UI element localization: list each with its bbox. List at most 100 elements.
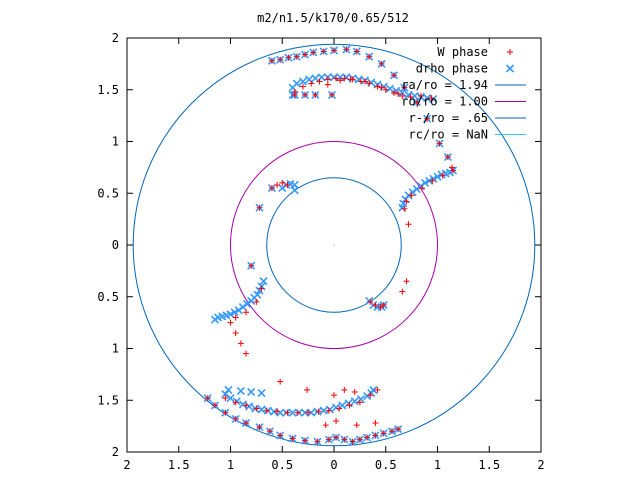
data-point — [403, 198, 410, 205]
data-point — [307, 408, 316, 417]
legend-label: W phase — [437, 45, 488, 59]
y-tick-label: 1 — [112, 135, 119, 149]
data-point — [417, 92, 424, 99]
data-point — [378, 60, 385, 67]
data-point — [305, 409, 312, 416]
data-point — [238, 400, 247, 409]
data-point — [399, 288, 406, 295]
data-point — [437, 170, 446, 179]
data-point — [366, 80, 373, 87]
data-point — [292, 79, 301, 88]
data-point — [343, 46, 350, 53]
data-point — [243, 309, 250, 316]
data-point — [331, 47, 337, 54]
data-point — [232, 329, 239, 336]
data-point — [302, 437, 309, 444]
data-point — [408, 192, 415, 199]
data-point — [284, 409, 291, 416]
y-tick-label: 1 — [112, 342, 119, 356]
data-point — [341, 386, 348, 393]
legend-label: r-/ro = .65 — [409, 111, 488, 125]
x-tick-label: 1 — [434, 458, 441, 472]
chart-title: m2/n1.5/k170/0.65/512 — [257, 11, 409, 25]
data-point — [353, 48, 360, 55]
data-point — [444, 154, 451, 161]
data-point — [257, 405, 266, 414]
data-point — [253, 405, 260, 412]
data-point — [299, 83, 306, 90]
data-point — [364, 434, 371, 441]
data-point — [291, 91, 298, 98]
x-tick-label: 0 — [330, 458, 337, 472]
data-point — [349, 438, 356, 445]
y-tick-label: 0 — [112, 238, 119, 252]
data-point — [369, 385, 378, 394]
data-point — [257, 388, 266, 398]
x-tick-label: 0.5 — [375, 458, 397, 472]
data-point — [224, 385, 233, 394]
data-point — [325, 407, 332, 414]
data-point — [374, 386, 381, 393]
data-point — [284, 181, 291, 188]
y-tick-label: 2 — [112, 31, 119, 45]
y-tick-label: 0.5 — [97, 186, 119, 200]
data-point — [289, 435, 296, 442]
data-point — [227, 319, 234, 326]
data-point — [346, 402, 353, 409]
y-tick-label: 1.5 — [97, 393, 119, 407]
data-point — [353, 422, 360, 429]
data-point — [372, 432, 379, 439]
y-tick-label: 0.5 — [97, 290, 119, 304]
data-point — [322, 422, 329, 429]
data-point — [274, 181, 281, 188]
data-point — [232, 314, 239, 321]
data-point — [391, 72, 398, 79]
data-point — [302, 51, 309, 58]
data-point — [378, 84, 385, 91]
data-point — [367, 298, 374, 305]
circles-layer — [132, 43, 536, 447]
data-point — [222, 395, 229, 402]
data-point — [380, 302, 387, 309]
data-point — [243, 402, 250, 409]
data-point — [232, 415, 239, 422]
data-point — [230, 308, 239, 317]
legend-label: ra/ro = 1.94 — [401, 78, 488, 92]
data-point — [269, 407, 279, 416]
data-point — [304, 386, 311, 393]
data-point — [236, 386, 245, 396]
data-point — [332, 403, 341, 412]
x-tick-label: 1 — [227, 458, 234, 472]
data-point — [204, 395, 211, 402]
data-point — [253, 298, 260, 305]
legend: W phase drho phase ra/ro = 1.94 ro/ro = 1.0… — [401, 45, 526, 142]
circle-r- — [266, 177, 402, 313]
data-point — [328, 91, 335, 98]
data-point — [367, 392, 374, 399]
data-point — [395, 90, 402, 97]
data-point — [234, 306, 243, 315]
data-point — [226, 394, 235, 403]
data-point — [290, 186, 299, 195]
data-point — [320, 48, 327, 55]
data-point — [277, 56, 284, 63]
data-point — [372, 420, 379, 427]
data-point — [336, 73, 345, 82]
data-point — [222, 409, 229, 416]
data-point — [333, 434, 340, 441]
data-point — [324, 76, 331, 83]
data-point — [277, 432, 284, 439]
data-point — [256, 204, 263, 211]
data-point — [243, 350, 250, 357]
data-point — [298, 77, 308, 86]
data-point — [300, 408, 310, 417]
x-tick-label: 1.5 — [168, 458, 190, 472]
data-point — [325, 436, 332, 443]
x-tick-label: 2 — [537, 458, 544, 472]
data-point — [382, 86, 389, 93]
data-point — [288, 408, 297, 417]
data-point — [336, 405, 343, 412]
data-point — [237, 340, 244, 347]
y-tick-label: 2 — [112, 445, 119, 459]
data-point — [232, 397, 241, 406]
